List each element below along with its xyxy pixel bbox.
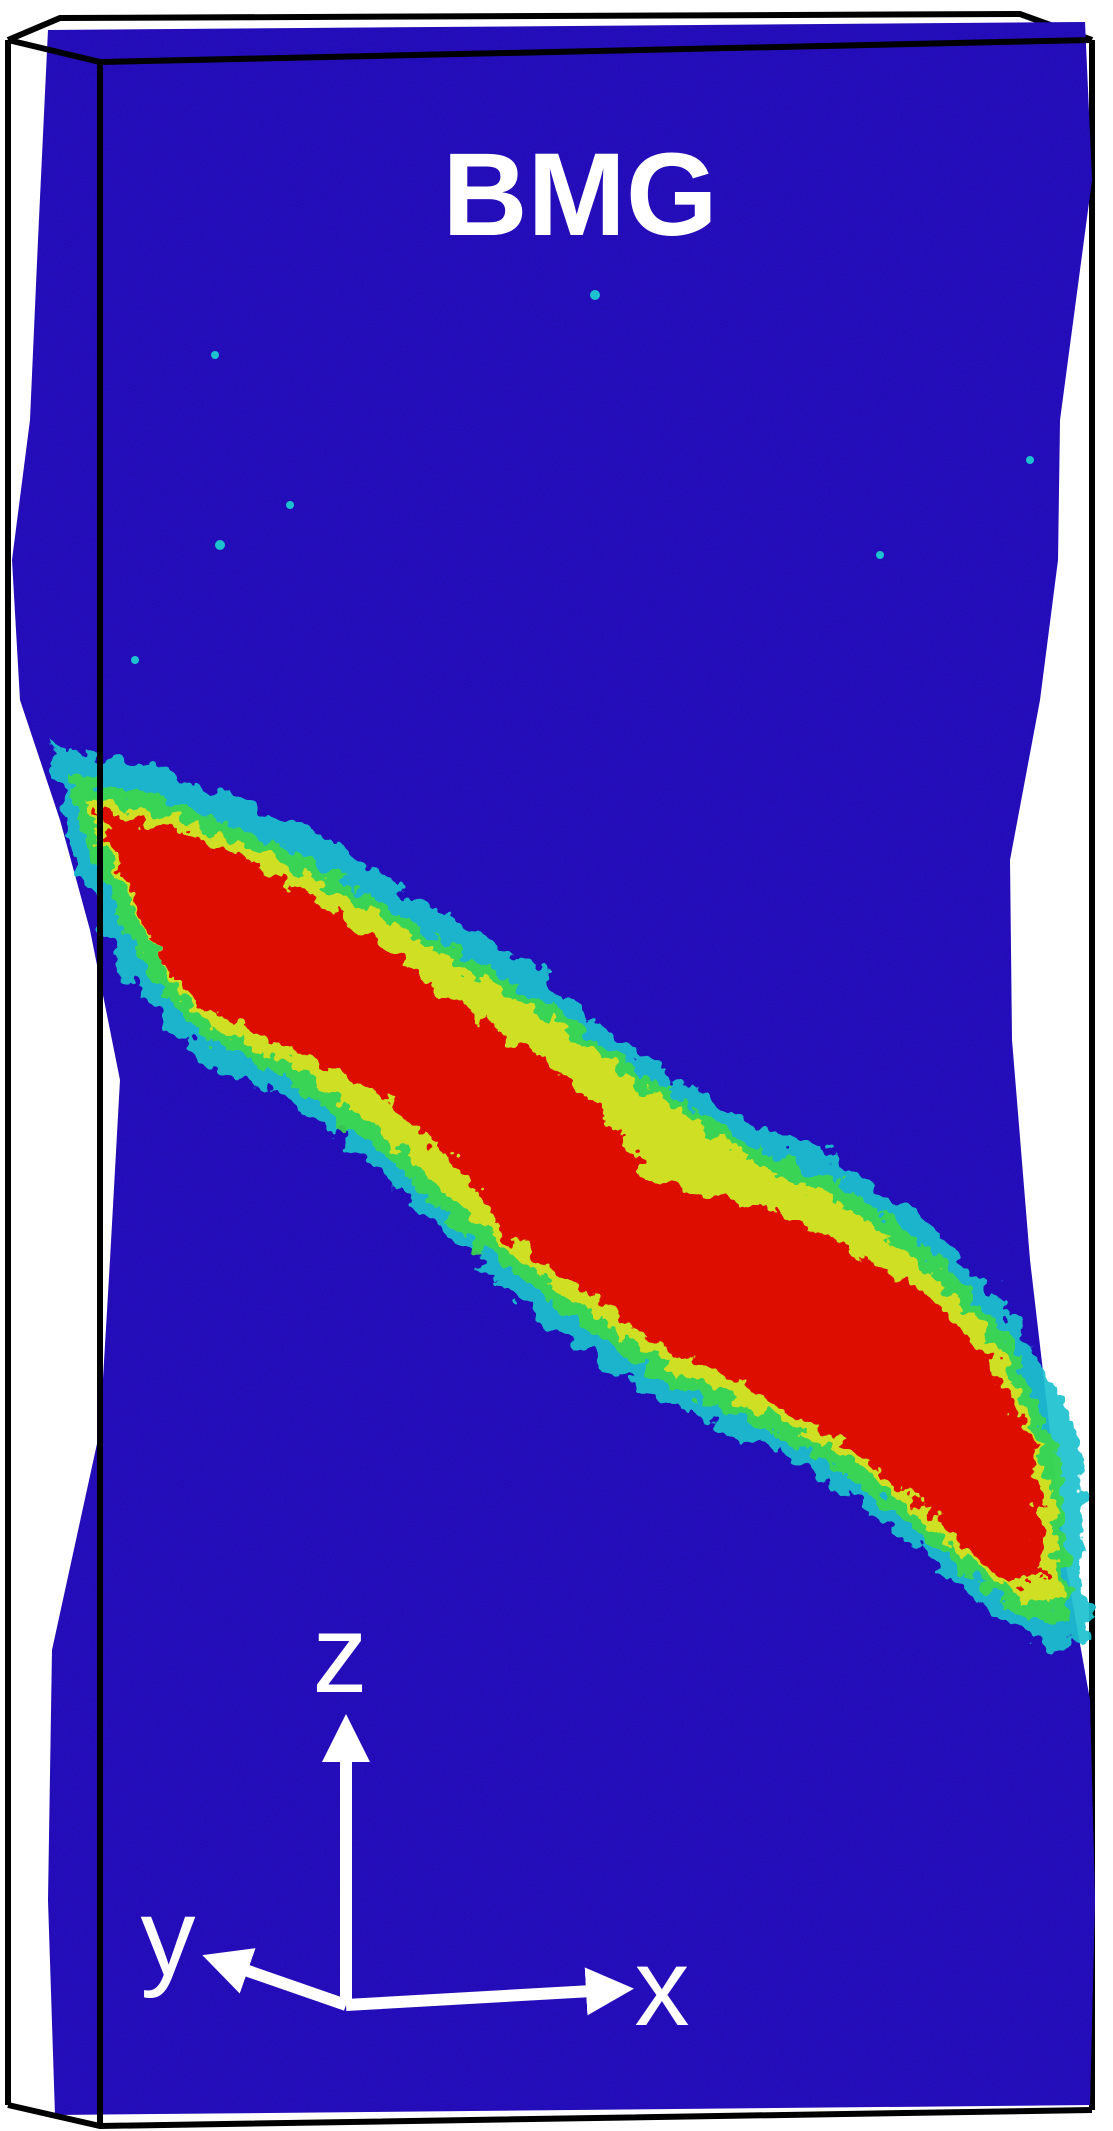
- z-axis-label: z: [313, 1593, 368, 1716]
- x-axis-arrow: [345, 1967, 634, 2016]
- figure-title: BMG: [442, 129, 717, 261]
- axes-indicator: z y x: [141, 1593, 690, 2049]
- shear-band-core: [95, 810, 1045, 1580]
- y-axis-label: y: [141, 1876, 196, 1999]
- y-axis-arrow: [202, 1948, 348, 2011]
- x-axis-label: x: [635, 1926, 690, 2049]
- isolated-atoms: [131, 290, 1034, 664]
- specimen: [12, 22, 1095, 2115]
- simulation-box-front: [7, 37, 1093, 2130]
